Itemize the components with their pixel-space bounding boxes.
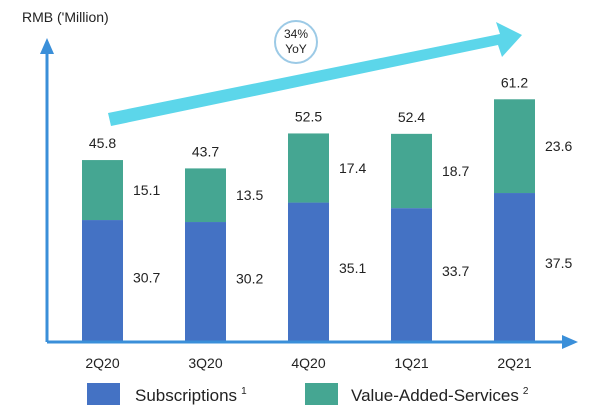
yoy-badge-circle <box>274 20 318 64</box>
x-tick-label-3q20: 3Q20 <box>188 355 222 371</box>
total-label-3q20: 43.7 <box>192 143 219 159</box>
trend-layer <box>108 22 522 126</box>
data-label-value-added-services-4q20: 17.4 <box>339 160 366 176</box>
data-label-value-added-services-1q21: 18.7 <box>442 163 469 179</box>
total-label-1q21: 52.4 <box>398 109 425 125</box>
data-label-subscriptions-4q20: 35.1 <box>339 260 366 276</box>
bar-value-added-services-3q20 <box>185 168 226 223</box>
bar-subscriptions-2q20 <box>82 220 123 342</box>
y-axis-unit-label: RMB ('Million) <box>22 9 109 25</box>
legend-label-value-added-services: Value-Added-Services 2 <box>351 386 529 405</box>
bar-subscriptions-4q20 <box>288 202 329 342</box>
bar-subscriptions-1q21 <box>391 208 432 342</box>
data-label-subscriptions-2q20: 30.7 <box>133 269 160 285</box>
x-tick-label-2q21: 2Q21 <box>497 355 531 371</box>
x-tick-label-2q20: 2Q20 <box>85 355 119 371</box>
data-label-subscriptions-3q20: 30.2 <box>236 270 263 286</box>
bar-subscriptions-2q21 <box>494 193 535 342</box>
bar-value-added-services-2q20 <box>82 160 123 221</box>
legend: Subscriptions 1 Value-Added-Services 2 <box>87 383 529 405</box>
bars-layer <box>82 99 535 342</box>
x-tick-label-1q21: 1Q21 <box>394 355 428 371</box>
y-axis-arrowhead <box>40 38 54 54</box>
bar-value-added-services-4q20 <box>288 133 329 203</box>
total-label-4q20: 52.5 <box>295 108 322 124</box>
data-label-value-added-services-2q21: 23.6 <box>545 138 572 154</box>
total-label-2q20: 45.8 <box>89 135 116 151</box>
axis-layer <box>40 38 578 349</box>
legend-swatch-subscriptions <box>87 383 120 405</box>
data-label-value-added-services-2q20: 15.1 <box>133 182 160 198</box>
yoy-percentage: 34% <box>284 27 308 41</box>
x-tick-label-4q20: 4Q20 <box>291 355 325 371</box>
legend-label-subscriptions: Subscriptions 1 <box>135 386 247 405</box>
yoy-badge: 34% YoY <box>274 20 318 64</box>
data-label-subscriptions-1q21: 33.7 <box>442 263 469 279</box>
bar-subscriptions-3q20 <box>185 222 226 342</box>
labels-layer: 30.7 15.1 45.8 2Q20 30.2 13.5 43.7 3Q20 35.1 17.4… <box>85 74 572 371</box>
total-label-2q21: 61.2 <box>501 74 528 90</box>
x-axis-arrowhead <box>562 335 578 349</box>
bar-value-added-services-2q21 <box>494 99 535 194</box>
yoy-label: YoY <box>285 42 307 56</box>
data-label-value-added-services-3q20: 13.5 <box>236 187 263 203</box>
legend-swatch-value-added-services <box>305 383 338 405</box>
trend-arrow <box>108 22 522 126</box>
bar-value-added-services-1q21 <box>391 133 432 209</box>
data-label-subscriptions-2q21: 37.5 <box>545 255 572 271</box>
